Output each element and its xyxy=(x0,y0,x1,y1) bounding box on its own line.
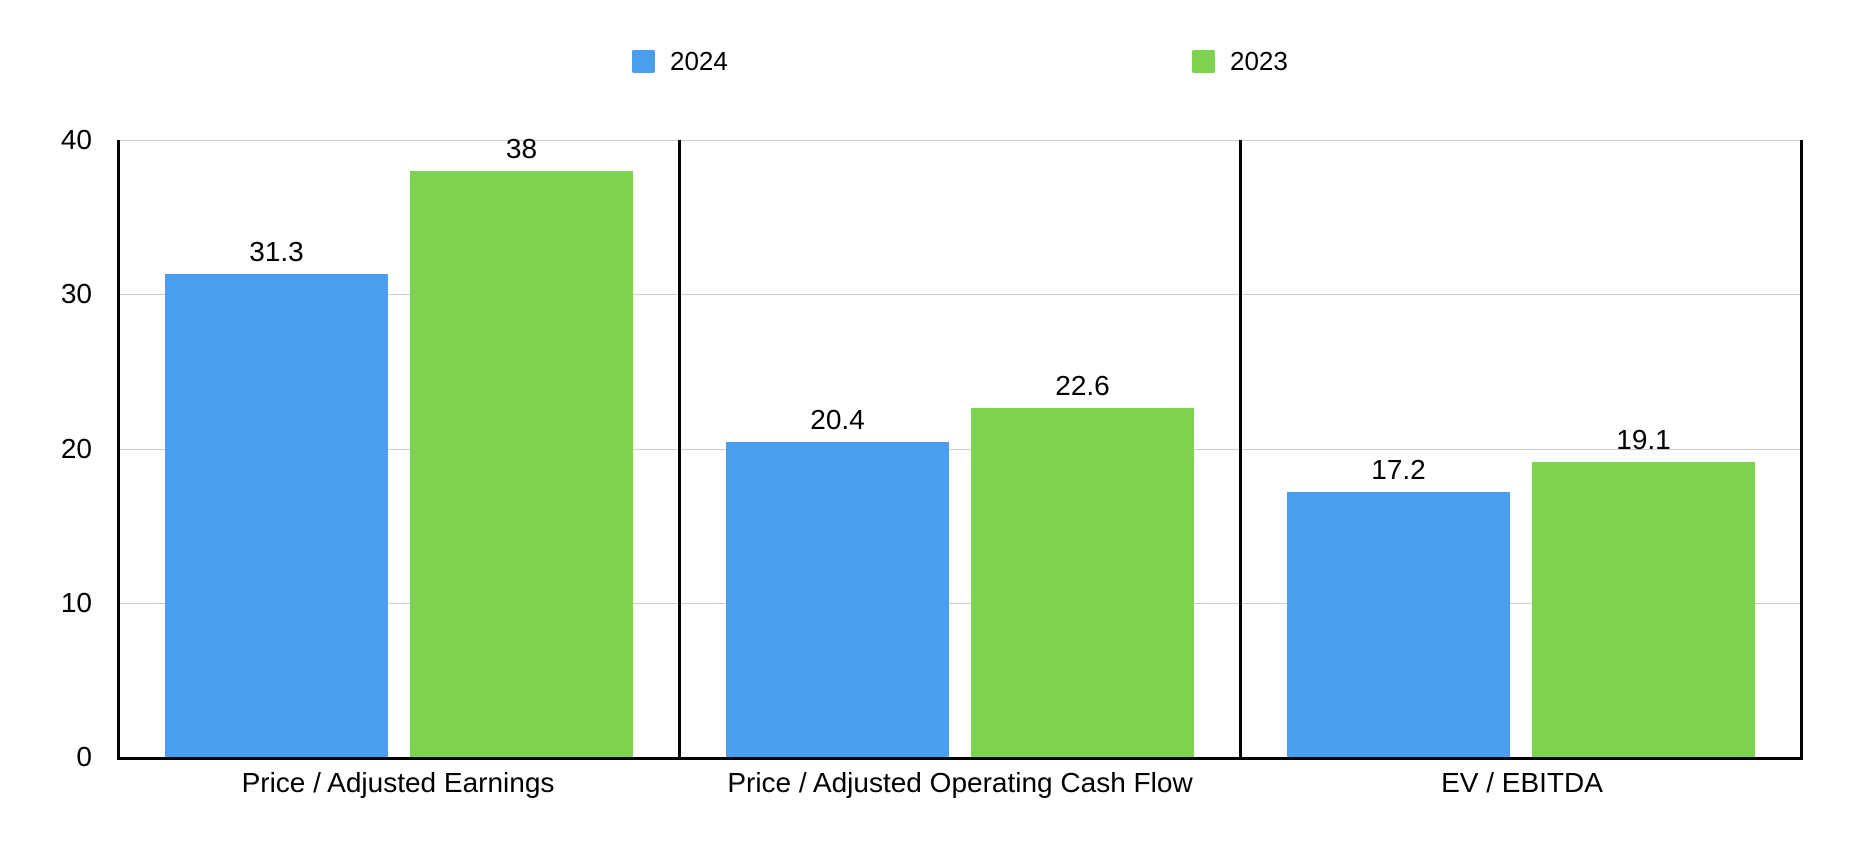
y-tick-label: 20 xyxy=(60,432,92,464)
panel-row: 31.3 38 20.4 22.6 17.2 19.1 xyxy=(120,133,1800,757)
legend-label: 2023 xyxy=(1230,46,1288,76)
y-tick-label: 30 xyxy=(60,278,92,310)
bar-group-item: 19.1 xyxy=(1532,424,1755,757)
legend-swatch-2024 xyxy=(632,49,655,73)
gridline xyxy=(120,602,1800,604)
category-label: Price / Adjusted Earnings xyxy=(241,767,555,798)
plot-area: 31.3 38 20.4 22.6 17.2 19.1 xyxy=(117,133,1803,760)
panel-3: 17.2 19.1 xyxy=(1242,140,1800,757)
y-tick-label: 40 xyxy=(60,124,92,155)
bar-value-label: 22.6 xyxy=(1055,370,1110,402)
bar-group-item: 17.2 xyxy=(1287,454,1510,757)
legend-swatch-2023 xyxy=(1192,49,1215,73)
gridline xyxy=(120,448,1800,450)
bar-2024 xyxy=(165,274,388,757)
x-axis-category-labels: Price / Adjusted Earnings Price / Adjuste… xyxy=(117,766,1803,800)
panel-1: 31.3 38 xyxy=(120,133,681,757)
bar-value-label: 20.4 xyxy=(810,404,865,436)
bar-2024 xyxy=(1287,491,1510,757)
panel-2: 20.4 22.6 xyxy=(681,140,1242,757)
category-label: EV / EBITDA xyxy=(1441,767,1603,798)
bar-2024 xyxy=(726,442,949,757)
bar-group-item: 22.6 xyxy=(971,370,1194,757)
y-tick-label: 10 xyxy=(60,586,92,618)
legend-label: 2024 xyxy=(670,46,728,76)
bar-2023 xyxy=(410,170,633,757)
category-label: Price / Adjusted Operating Cash Flow xyxy=(727,767,1193,798)
bar-group-item: 38 xyxy=(410,133,633,757)
bar-2023 xyxy=(1532,462,1755,757)
bar-value-label: 38 xyxy=(505,132,538,164)
bar-2023 xyxy=(971,408,1194,757)
gridline xyxy=(120,294,1800,296)
legend-item: 2023 xyxy=(1192,48,1288,74)
bar-group-item: 20.4 xyxy=(726,404,949,757)
y-tick-label: 0 xyxy=(76,741,92,772)
bar-value-label: 17.2 xyxy=(1371,453,1426,485)
bar-value-label: 19.1 xyxy=(1616,424,1671,456)
gridline xyxy=(120,140,1800,141)
bar-group-item: 31.3 xyxy=(165,236,388,757)
y-axis-tick-labels: 0 10 20 30 40 xyxy=(0,126,92,771)
bar-value-label: 31.3 xyxy=(249,236,304,268)
legend-item: 2024 xyxy=(632,48,728,74)
